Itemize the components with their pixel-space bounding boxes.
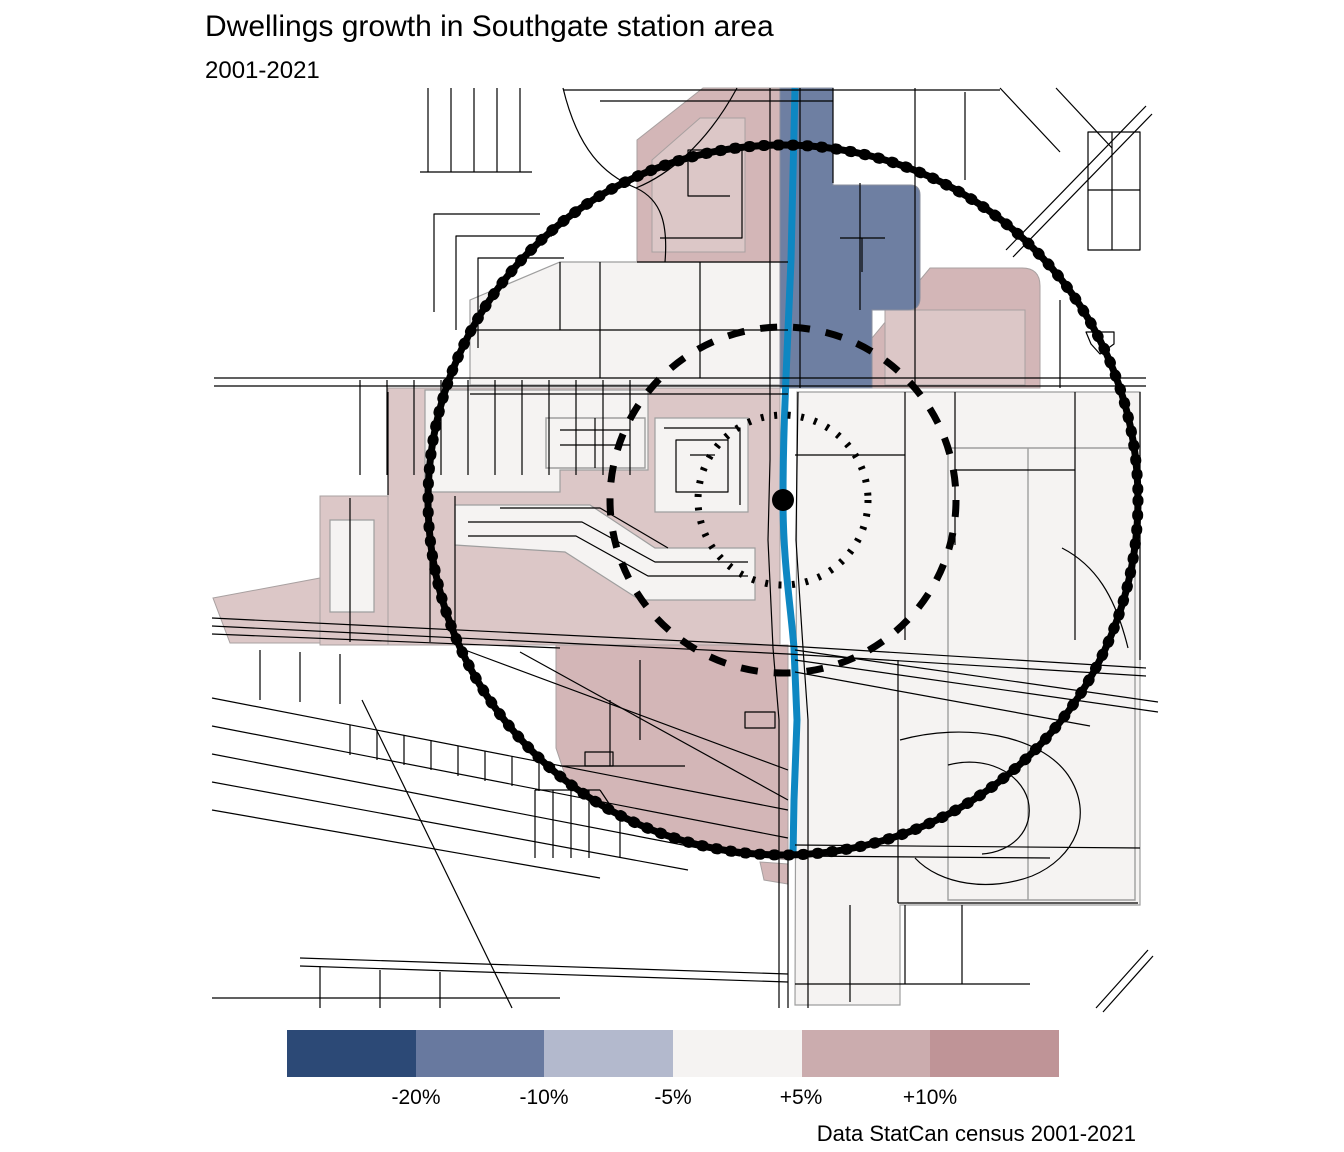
region-growth-bottomwedge xyxy=(759,861,789,885)
legend-label: +5% xyxy=(779,1086,823,1109)
legend-swatch-stable xyxy=(673,1030,802,1077)
region-stable-topcenter xyxy=(469,261,789,386)
ring-dotted xyxy=(694,411,872,589)
legend-swatch-strong-growth xyxy=(930,1030,1060,1077)
page-title: Dwellings growth in Southgate station ar… xyxy=(205,10,774,43)
ring-dashed xyxy=(606,323,960,677)
data-source-caption: Data StatCan census 2001-2021 xyxy=(816,1121,1136,1146)
courtyard-notch xyxy=(329,519,375,613)
region-stable-right xyxy=(794,391,1141,1006)
legend-colorbar xyxy=(287,1030,1060,1077)
census-regions xyxy=(212,87,1141,1006)
legend-swatch-slight-decline xyxy=(544,1030,674,1077)
legend-label: +10% xyxy=(902,1086,958,1109)
station-rings xyxy=(422,139,1144,861)
legend-label: -10% xyxy=(519,1086,569,1109)
street-network xyxy=(211,87,1159,1013)
station-dot xyxy=(772,489,794,511)
page-subtitle: 2001-2021 xyxy=(205,57,320,84)
legend-swatch-strong-decline xyxy=(287,1030,416,1077)
legend-label: -20% xyxy=(391,1086,441,1109)
legend-swatch-decline xyxy=(415,1030,545,1077)
parcel-boundaries xyxy=(545,417,1136,901)
ring-solid-texture xyxy=(422,139,1144,861)
legend-label: -5% xyxy=(654,1086,692,1109)
courtyard-right xyxy=(654,417,749,513)
legend-swatch-growth xyxy=(801,1030,931,1077)
region-growth-topright-inner xyxy=(884,309,1026,386)
region-growth-protrusion xyxy=(212,577,321,644)
